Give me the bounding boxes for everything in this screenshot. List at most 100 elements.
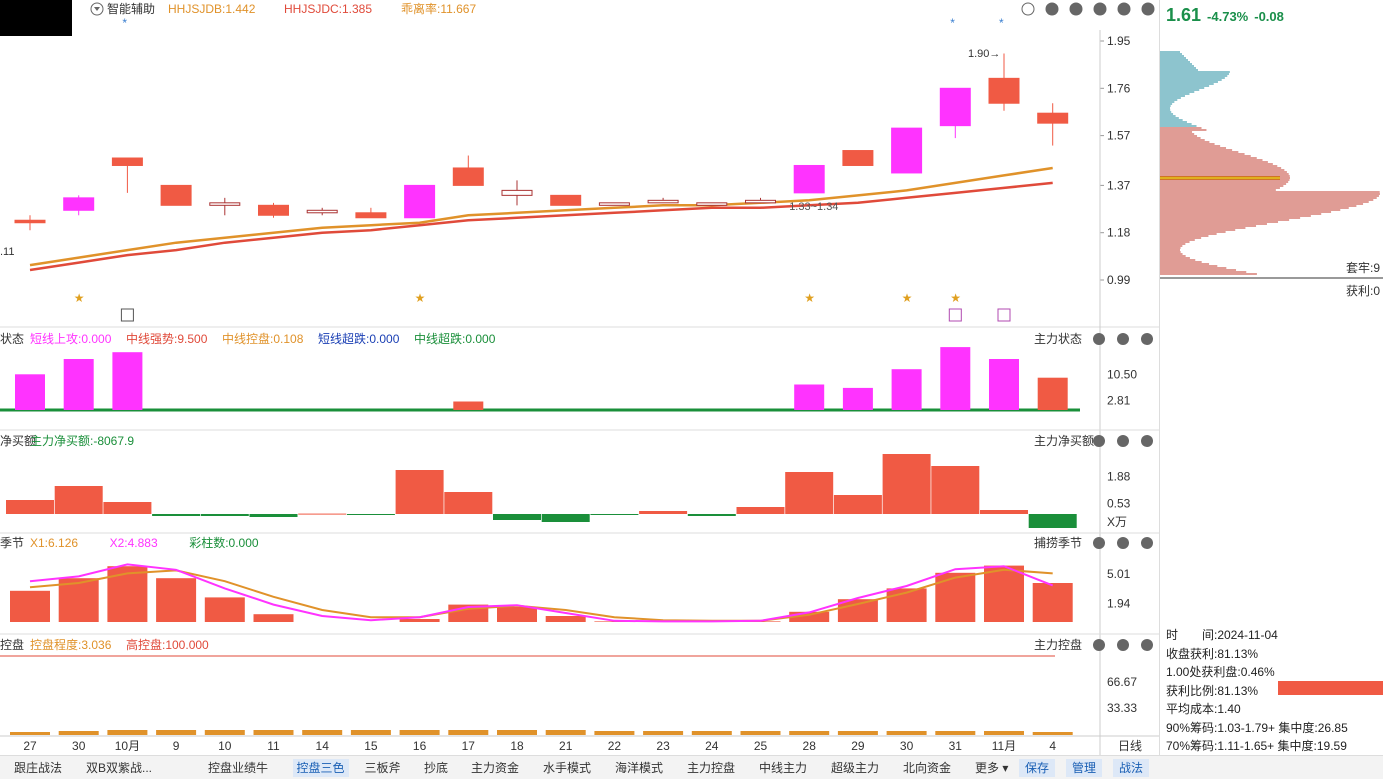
status-bar — [842, 387, 873, 410]
candle-body[interactable] — [14, 219, 46, 224]
close-icon[interactable] — [1141, 435, 1153, 447]
netbuy-bar — [444, 492, 493, 514]
candle-body[interactable] — [452, 167, 484, 186]
candle-body[interactable] — [745, 199, 776, 204]
y-tick-label: 0.53 — [1107, 496, 1131, 510]
button-保存[interactable]: 保存 — [1019, 759, 1056, 777]
candle-body[interactable] — [988, 77, 1020, 104]
help-icon[interactable] — [1117, 639, 1129, 651]
status-bar — [1037, 377, 1068, 410]
settings-icon[interactable] — [1093, 639, 1105, 651]
low-price-label: .11 — [0, 246, 14, 258]
tab-更多[interactable]: 更多 ▾ — [975, 761, 1009, 775]
season-bar — [886, 588, 927, 622]
tab-主力控盘[interactable]: 主力控盘 — [687, 761, 736, 775]
add-icon[interactable] — [1045, 2, 1059, 16]
control-bar — [156, 730, 197, 735]
ma-line-1 — [29, 166, 1053, 267]
button-管理[interactable]: 管理 — [1066, 759, 1103, 777]
button-战法[interactable]: 战法 — [1113, 759, 1150, 777]
panel-indicator: 彩柱数:0.000 — [189, 535, 259, 550]
control-bar — [935, 731, 976, 735]
candle-body[interactable] — [891, 127, 923, 174]
undo-icon[interactable] — [1021, 2, 1035, 16]
period-label[interactable]: 日线 — [1118, 739, 1142, 753]
tab-抄底[interactable]: 抄底 — [424, 761, 449, 775]
candle-body[interactable] — [842, 150, 874, 166]
help-icon[interactable] — [1117, 435, 1129, 447]
x-tick-label: 16 — [413, 739, 427, 753]
candle-body[interactable] — [355, 212, 387, 219]
tab-控盘业绩牛[interactable]: 控盘业绩牛 — [208, 761, 269, 775]
tab-控盘三色[interactable]: 控盘三色 — [292, 759, 349, 777]
netbuy-bar — [639, 511, 688, 514]
help-icon[interactable] — [1117, 333, 1129, 345]
tab-双B双紫战...[interactable]: 双B双紫战... — [86, 761, 153, 775]
candle-body[interactable] — [111, 157, 143, 166]
y-tick-label: 10.50 — [1107, 367, 1137, 381]
season-bar — [107, 566, 148, 622]
candle-body[interactable] — [1037, 112, 1069, 124]
close-icon[interactable] — [1141, 2, 1155, 16]
candle-body[interactable] — [209, 202, 241, 206]
settings-icon[interactable] — [1093, 537, 1105, 549]
tab-超级主力[interactable]: 超级主力 — [831, 761, 880, 775]
settings-icon[interactable] — [1093, 435, 1105, 447]
help-icon[interactable] — [1117, 537, 1129, 549]
black-corner-block — [0, 0, 72, 36]
status-bar — [989, 359, 1019, 410]
panel-right-label: 主力净买额 — [1034, 434, 1094, 448]
candle-body[interactable] — [63, 197, 95, 211]
candle-body[interactable] — [939, 87, 971, 127]
indicator-hhjsjdb: HHJSJDB:1.442 — [168, 2, 256, 16]
tab-跟庄战法[interactable]: 跟庄战法 — [14, 761, 63, 775]
candle-body[interactable] — [793, 164, 825, 194]
status-bar — [63, 359, 94, 410]
season-bar — [1032, 583, 1073, 622]
candle-body[interactable] — [550, 194, 582, 206]
candle-body[interactable] — [501, 189, 533, 196]
candle-body[interactable] — [404, 184, 436, 219]
panel-indicator: 主力净买额:-8067.9 — [30, 434, 134, 448]
tab-主力资金[interactable]: 主力资金 — [471, 761, 520, 775]
help-icon[interactable] — [1117, 2, 1131, 16]
close-icon[interactable] — [1141, 639, 1153, 651]
control-bar — [594, 731, 635, 735]
star-marker-icon: ★ — [74, 291, 85, 305]
candle-body[interactable] — [258, 204, 289, 216]
close-icon[interactable] — [1141, 537, 1153, 549]
asterisk-marker-icon: * — [122, 16, 127, 30]
candle-body[interactable] — [160, 184, 192, 206]
tab-中线主力[interactable]: 中线主力 — [759, 761, 808, 775]
panel-name: 季节 — [0, 536, 24, 550]
tab-海洋模式[interactable]: 海洋模式 — [615, 761, 664, 775]
control-bar — [497, 730, 537, 735]
y-tick-label: 33.33 — [1107, 701, 1137, 715]
star-marker-icon: ★ — [902, 291, 913, 305]
asterisk-marker-icon: * — [950, 16, 955, 30]
settings-icon[interactable] — [1093, 333, 1105, 345]
strategy-tab-bar: 跟庄战法 双B双紫战... 控盘业绩牛 控盘三色 三板斧 抄底 主力资金 水手模式 海洋模式 主力… — [0, 755, 1383, 779]
candle-body[interactable] — [647, 199, 679, 204]
remove-icon[interactable] — [1069, 2, 1083, 16]
chip-info: 时 间:2024-11-04 收盘获利:81.13% 1.00处获利盘:0.46% 获… — [1166, 626, 1383, 774]
candle-body[interactable] — [306, 209, 338, 214]
panel-indicator: 中线强势:9.500 — [126, 331, 208, 346]
tab-三板斧[interactable]: 三板斧 — [364, 761, 401, 775]
price-change-pct: -4.73% — [1207, 9, 1249, 24]
tab-水手模式[interactable]: 水手模式 — [543, 761, 592, 775]
asterisk-marker-icon: * — [999, 16, 1004, 30]
panel-indicator: 高控盘:100.000 — [126, 637, 209, 652]
control-bar — [350, 730, 391, 735]
close-icon[interactable] — [1141, 333, 1153, 345]
assist-toggle-icon[interactable] — [90, 2, 104, 16]
x-tick-label: 31 — [949, 739, 963, 753]
settings-icon[interactable] — [1093, 2, 1107, 16]
candle-body[interactable] — [696, 202, 728, 206]
netbuy-bar — [395, 470, 444, 514]
tab-北向资金[interactable]: 北向资金 — [903, 761, 952, 775]
netbuy-bar — [980, 510, 1028, 514]
candle-body[interactable] — [598, 202, 630, 206]
assist-label: 智能辅助 — [107, 1, 155, 16]
control-bar — [545, 730, 586, 735]
